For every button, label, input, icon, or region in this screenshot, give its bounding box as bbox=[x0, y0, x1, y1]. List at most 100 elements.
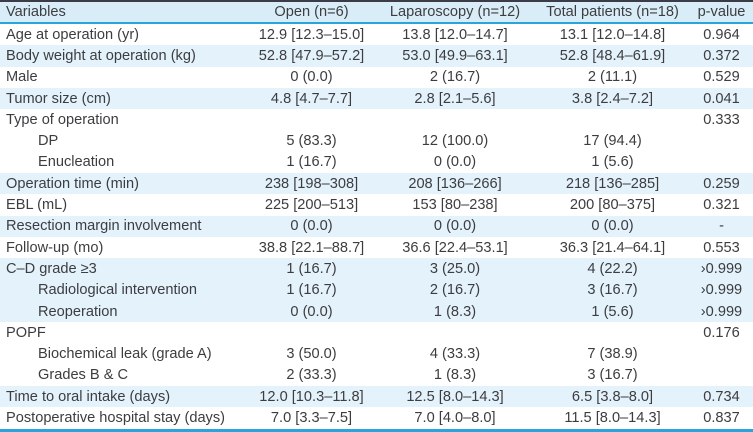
total-value-cell: 52.8 [48.4–61.9] bbox=[559, 47, 666, 64]
p-value-cell: - bbox=[719, 218, 724, 235]
total-value-cell: 13.1 [12.0–14.8] bbox=[559, 26, 666, 43]
table-row: Male 0 (0.0) 2 (16.7) 2 (11.1) 0.529 bbox=[0, 67, 753, 88]
table-row: Resection margin involvement 0 (0.0) 0 (… bbox=[0, 215, 753, 237]
table-row: Operation time (min) 238 [198–308] 208 [… bbox=[0, 173, 753, 195]
open-value-cell: 1 (16.7) bbox=[286, 260, 337, 277]
row-label-cell: Enucleation bbox=[38, 154, 115, 171]
table-row: Tumor size (cm) 4.8 [4.7–7.7] 2.8 [2.1–5… bbox=[0, 87, 753, 110]
table-row: Follow-up (mo) 38.8 [22.1–88.7] 36.6 [22… bbox=[0, 237, 753, 258]
row-label-cell: Follow-up (mo) bbox=[6, 239, 104, 256]
p-value-cell bbox=[690, 365, 753, 386]
p-value-cell: ›0.999 bbox=[700, 303, 743, 320]
total-value-cell: 6.5 [3.8–8.0] bbox=[571, 388, 654, 405]
p-value-cell: 0.259 bbox=[703, 175, 740, 192]
row-label-cell: Age at operation (yr) bbox=[6, 26, 140, 43]
open-value-cell: 0 (0.0) bbox=[290, 69, 333, 86]
total-value-cell: 7 (38.9) bbox=[587, 346, 638, 363]
row-label-cell: Tumor size (cm) bbox=[6, 90, 111, 107]
table-row: Reoperation 0 (0.0) 1 (8.3) 1 (5.6) ›0.9… bbox=[0, 300, 753, 323]
open-value-cell: 38.8 [22.1–88.7] bbox=[258, 239, 365, 256]
total-value-cell: 3 (16.7) bbox=[587, 367, 638, 384]
total-value-cell: 1 (5.6) bbox=[591, 303, 634, 320]
table-header: Variables Open (n=6) Laparoscopy (n=12) … bbox=[0, 1, 753, 23]
open-value-cell: 52.8 [47.9–57.2] bbox=[258, 47, 365, 64]
p-value-cell: 0.734 bbox=[703, 388, 740, 405]
row-label-cell: Type of operation bbox=[6, 111, 119, 128]
table-row: C–D grade ≥3 1 (16.7) 3 (25.0) 4 (22.2) … bbox=[0, 258, 753, 280]
total-value-cell bbox=[535, 109, 690, 130]
p-value-cell: 0.837 bbox=[703, 409, 740, 426]
p-value-cell: ›0.999 bbox=[700, 260, 743, 277]
p-value-cell: 0.041 bbox=[703, 90, 740, 107]
row-label-cell: DP bbox=[38, 133, 59, 150]
total-value-cell: 218 [136–285] bbox=[565, 175, 660, 192]
p-value-cell: 0.372 bbox=[703, 47, 740, 64]
table-row: Enucleation 1 (16.7) 0 (0.0) 1 (5.6) bbox=[0, 152, 753, 173]
row-label-cell: EBL (mL) bbox=[6, 197, 68, 214]
laparoscopy-value-cell: 153 [80–238] bbox=[412, 197, 498, 214]
laparoscopy-value-cell: 2 (16.7) bbox=[429, 69, 481, 86]
laparoscopy-value-cell: 0 (0.0) bbox=[433, 218, 477, 235]
table-row: Type of operation 0.333 bbox=[0, 109, 753, 130]
laparoscopy-value-cell: 2 (16.7) bbox=[429, 282, 481, 299]
open-value-cell: 238 [198–308] bbox=[264, 175, 359, 192]
p-value-cell bbox=[690, 152, 753, 173]
open-value-cell: 1 (16.7) bbox=[286, 282, 337, 299]
row-label-cell: Male bbox=[6, 69, 38, 86]
laparoscopy-value-cell: 13.8 [12.0–14.7] bbox=[402, 26, 508, 43]
column-header-variables: Variables bbox=[6, 4, 66, 20]
table-row: Radiological intervention 1 (16.7) 2 (16… bbox=[0, 279, 753, 301]
row-label-cell: Postoperative hospital stay (days) bbox=[6, 409, 226, 426]
table-row: Grades B & C 2 (33.3) 1 (8.3) 3 (16.7) bbox=[0, 365, 753, 386]
open-value-cell: 0 (0.0) bbox=[290, 303, 333, 320]
table-row: Age at operation (yr) 12.9 [12.3–15.0] 1… bbox=[0, 23, 753, 45]
laparoscopy-value-cell: 1 (8.3) bbox=[433, 303, 477, 320]
p-value-cell: 0.553 bbox=[703, 239, 740, 256]
laparoscopy-value-cell: 4 (33.3) bbox=[429, 346, 481, 363]
laparoscopy-value-cell: 12.5 [8.0–14.3] bbox=[406, 388, 504, 405]
laparoscopy-value-cell: 2.8 [2.1–5.6] bbox=[414, 90, 496, 107]
row-label-cell: Grades B & C bbox=[38, 367, 129, 384]
total-value-cell: 1 (5.6) bbox=[591, 154, 634, 171]
laparoscopy-value-cell: 12 (100.0) bbox=[421, 133, 489, 150]
header-row: Variables Open (n=6) Laparoscopy (n=12) … bbox=[0, 1, 753, 23]
laparoscopy-value-cell: 53.0 [49.9–63.1] bbox=[402, 47, 508, 64]
total-value-cell: 36.3 [21.4–64.1] bbox=[559, 239, 666, 256]
laparoscopy-value-cell bbox=[375, 109, 535, 130]
row-label-cell: Radiological intervention bbox=[38, 282, 198, 299]
open-value-cell bbox=[248, 109, 375, 130]
column-header-laparoscopy: Laparoscopy (n=12) bbox=[389, 4, 521, 20]
column-header-p-value: p-value bbox=[697, 4, 746, 20]
open-value-cell: 12.0 [10.3–11.8] bbox=[259, 388, 364, 405]
open-value-cell: 7.0 [3.3–7.5] bbox=[270, 409, 353, 426]
p-value-cell: ›0.999 bbox=[700, 282, 743, 299]
row-label-cell: Reoperation bbox=[38, 303, 118, 320]
p-value-cell: 0.964 bbox=[703, 26, 740, 43]
p-value-cell bbox=[690, 130, 753, 151]
total-value-cell: 3 (16.7) bbox=[587, 282, 638, 299]
total-value-cell: 17 (94.4) bbox=[583, 133, 642, 150]
laparoscopy-value-cell: 3 (25.0) bbox=[429, 260, 481, 277]
open-value-cell: 0 (0.0) bbox=[290, 218, 333, 235]
laparoscopy-value-cell: 7.0 [4.0–8.0] bbox=[414, 409, 496, 426]
p-value-cell: 0.321 bbox=[703, 197, 740, 214]
column-header-open: Open (n=6) bbox=[274, 4, 349, 20]
open-value-cell: 2 (33.3) bbox=[286, 367, 337, 384]
column-header-total-patients: Total patients (n=18) bbox=[546, 4, 679, 20]
p-value-cell: 0.176 bbox=[703, 324, 740, 341]
total-value-cell: 2 (11.1) bbox=[587, 69, 638, 86]
total-value-cell: 11.5 [8.0–14.3] bbox=[564, 409, 661, 426]
total-value-cell: 4 (22.2) bbox=[587, 260, 638, 277]
open-value-cell: 225 [200–513] bbox=[264, 197, 359, 214]
table-row: Biochemical leak (grade A) 3 (50.0) 4 (3… bbox=[0, 343, 753, 364]
laparoscopy-value-cell: 36.6 [22.4–53.1] bbox=[402, 239, 508, 256]
total-value-cell bbox=[535, 322, 690, 343]
row-label-cell: Time to oral intake (days) bbox=[6, 388, 171, 405]
row-label-cell: Operation time (min) bbox=[6, 175, 140, 192]
open-value-cell: 1 (16.7) bbox=[286, 154, 337, 171]
row-label-cell: Biochemical leak (grade A) bbox=[38, 346, 212, 363]
open-value-cell: 3 (50.0) bbox=[286, 346, 337, 363]
table-row: Postoperative hospital stay (days) 7.0 [… bbox=[0, 407, 753, 430]
row-label-cell: Body weight at operation (kg) bbox=[6, 47, 196, 64]
